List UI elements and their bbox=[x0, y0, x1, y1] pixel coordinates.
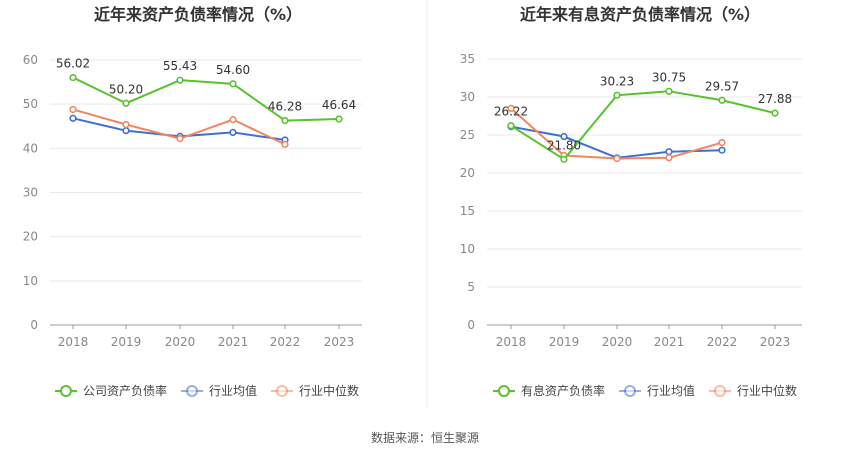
data-point bbox=[665, 148, 673, 156]
legend-label: 行业中位数 bbox=[737, 383, 797, 398]
data-point bbox=[560, 155, 568, 163]
x-tick-label: 2019 bbox=[111, 335, 142, 349]
data-label: 46.28 bbox=[268, 100, 302, 114]
data-point bbox=[69, 105, 77, 114]
legend-marker bbox=[186, 385, 198, 397]
y-tick-label: 30 bbox=[460, 90, 475, 104]
legend-label: 公司资产负债率 bbox=[83, 383, 167, 398]
y-tick-label: 20 bbox=[460, 166, 475, 180]
data-label: 56.02 bbox=[56, 57, 90, 71]
data-point bbox=[718, 96, 726, 104]
legend-marker bbox=[60, 385, 72, 397]
legend-item: 有息资产负债率 bbox=[493, 383, 605, 398]
data-label: 29.57 bbox=[705, 79, 739, 93]
data-point bbox=[613, 91, 621, 99]
x-tick-label: 2022 bbox=[707, 335, 738, 349]
data-point bbox=[335, 115, 343, 123]
data-point bbox=[176, 76, 184, 84]
series-line bbox=[510, 125, 723, 159]
x-tick-label: 2018 bbox=[496, 335, 527, 349]
series-line bbox=[510, 90, 776, 161]
data-point bbox=[122, 120, 130, 129]
legend-item: 行业中位数 bbox=[271, 383, 359, 398]
legend-item: 行业中位数 bbox=[709, 383, 797, 398]
y-tick-label: 10 bbox=[23, 274, 38, 288]
series-line bbox=[72, 76, 340, 122]
x-tick-label: 2023 bbox=[760, 335, 791, 349]
data-point bbox=[718, 139, 726, 147]
data-point bbox=[176, 135, 184, 143]
data-point bbox=[69, 73, 77, 82]
legend-marker bbox=[276, 385, 288, 397]
data-point bbox=[718, 146, 726, 154]
x-tick-label: 2022 bbox=[270, 335, 301, 349]
data-label: 55.43 bbox=[163, 59, 197, 73]
data-label: 26.22 bbox=[494, 105, 528, 119]
y-tick-label: 0 bbox=[467, 318, 475, 332]
data-point bbox=[122, 99, 130, 107]
legend-item: 公司资产负债率 bbox=[55, 383, 167, 398]
y-tick-label: 10 bbox=[460, 242, 475, 256]
data-point bbox=[281, 116, 289, 125]
y-tick-label: 5 bbox=[467, 280, 475, 294]
x-tick-label: 2021 bbox=[654, 335, 685, 349]
legend-item: 行业均值 bbox=[619, 383, 695, 398]
y-tick-label: 40 bbox=[23, 141, 38, 155]
x-tick-label: 2021 bbox=[218, 335, 249, 349]
legend-label: 行业中位数 bbox=[299, 383, 359, 398]
data-point bbox=[69, 114, 77, 122]
data-point bbox=[122, 127, 130, 135]
data-point bbox=[560, 132, 568, 141]
legend-label: 行业均值 bbox=[209, 383, 257, 398]
y-tick-label: 15 bbox=[460, 204, 475, 218]
y-tick-label: 30 bbox=[23, 186, 38, 200]
x-tick-label: 2020 bbox=[602, 335, 633, 349]
data-point bbox=[507, 122, 515, 130]
data-label: 54.60 bbox=[216, 63, 250, 77]
legend-label: 有息资产负债率 bbox=[521, 383, 605, 398]
y-tick-label: 50 bbox=[23, 97, 38, 111]
data-label: 46.64 bbox=[322, 98, 356, 112]
data-label: 30.23 bbox=[600, 74, 634, 88]
legend-label: 行业均值 bbox=[647, 383, 695, 398]
data-point bbox=[613, 154, 621, 163]
y-tick-label: 25 bbox=[460, 128, 475, 142]
legend-item: 行业均值 bbox=[181, 383, 257, 398]
x-tick-label: 2019 bbox=[549, 335, 580, 349]
y-tick-label: 20 bbox=[23, 230, 38, 244]
y-tick-label: 35 bbox=[460, 52, 475, 66]
x-tick-label: 2020 bbox=[165, 335, 196, 349]
data-point bbox=[229, 116, 237, 124]
data-point bbox=[665, 87, 673, 95]
data-point bbox=[507, 104, 515, 112]
data-label: 30.75 bbox=[652, 70, 686, 84]
chart-1: 近年来资产负债率情况（%） 0 10 20 30 40 50 60 2018 2019 2020 20… bbox=[23, 5, 362, 398]
data-label: 21.80 bbox=[547, 138, 581, 152]
data-label: 27.88 bbox=[758, 92, 792, 106]
data-point bbox=[771, 109, 779, 117]
chart-title: 近年来资产负债率情况（%） bbox=[94, 5, 302, 24]
chart-2: 近年来有息资产负债率情况（%） 0 5 10 15 20 25 30 35 2018 2019 202… bbox=[460, 5, 802, 398]
data-label: 50.20 bbox=[109, 82, 143, 96]
data-point bbox=[229, 128, 237, 137]
y-tick-label: 60 bbox=[23, 53, 38, 67]
data-point bbox=[229, 80, 237, 88]
x-tick-label: 2023 bbox=[324, 335, 355, 349]
legend-marker bbox=[498, 385, 510, 397]
data-point bbox=[665, 154, 673, 162]
legend-marker bbox=[624, 385, 636, 397]
x-tick-label: 2018 bbox=[58, 335, 89, 349]
source-note: 数据来源：恒生聚源 bbox=[371, 430, 479, 445]
chart-title: 近年来有息资产负债率情况（%） bbox=[520, 5, 760, 24]
legend-marker bbox=[714, 385, 726, 397]
data-point bbox=[281, 140, 289, 148]
y-tick-label: 0 bbox=[30, 318, 38, 332]
